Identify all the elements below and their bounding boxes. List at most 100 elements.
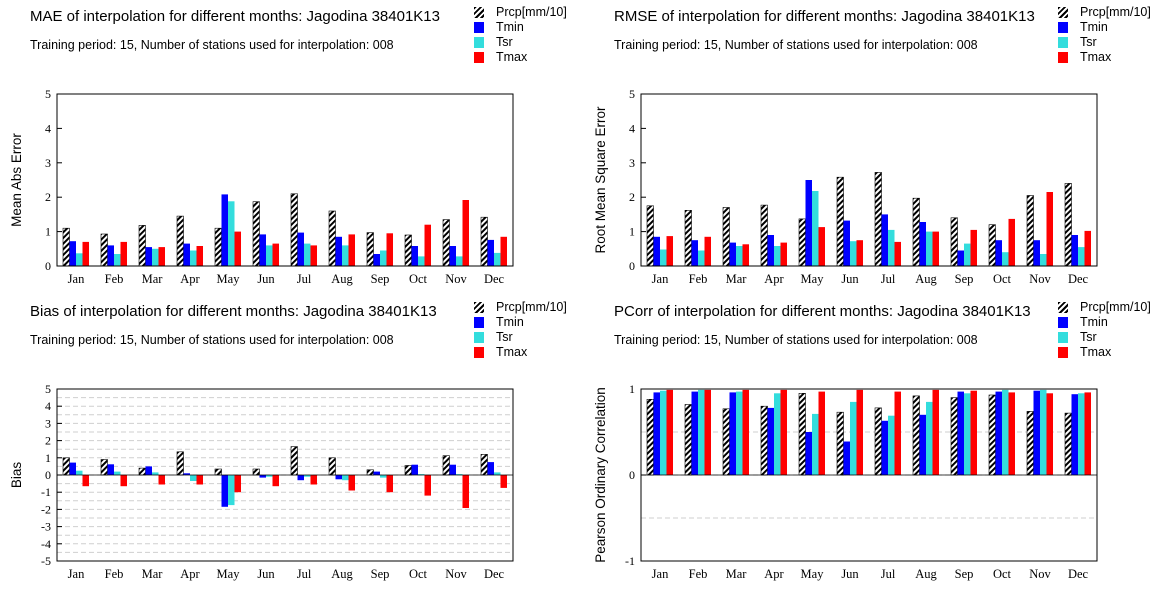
legend-swatch-prcp bbox=[1058, 7, 1068, 18]
legend-swatch-tsr bbox=[474, 332, 484, 343]
bar-tmax bbox=[1046, 393, 1053, 475]
bar-tmax bbox=[856, 240, 863, 266]
legend-item-tmax: Tmax bbox=[474, 345, 567, 360]
bar-prcp bbox=[252, 201, 260, 267]
bar-tsr bbox=[1078, 393, 1085, 475]
bar-prcp bbox=[176, 215, 184, 267]
bar-tmax bbox=[856, 389, 863, 475]
bar-tmax bbox=[196, 475, 203, 485]
bar-tsr bbox=[812, 191, 819, 266]
bar-tmin bbox=[767, 235, 774, 266]
bar-tmin bbox=[805, 180, 812, 266]
bar-prcp bbox=[874, 172, 882, 267]
bar-tmax bbox=[1084, 230, 1091, 266]
bar-tmin bbox=[653, 236, 660, 266]
bar-tmin bbox=[183, 243, 190, 266]
legend-label: Tmax bbox=[1080, 50, 1112, 64]
x-tick-label: Nov bbox=[1029, 567, 1051, 581]
y-tick-label: 5 bbox=[45, 382, 51, 396]
pcorr-chart-plot: -1 0 1 Pearson Ordinary Correlation Jan Feb Ma… bbox=[593, 382, 1098, 581]
bar-tmin bbox=[145, 466, 152, 475]
bar-prcp bbox=[646, 399, 654, 476]
chart-legend: Prcp[mm/10] Tmin Tsr Tmax bbox=[474, 300, 567, 360]
x-tick-label: Oct bbox=[993, 567, 1012, 581]
bar-tmax bbox=[462, 200, 469, 266]
x-tick-label: Sep bbox=[371, 567, 390, 581]
bar-tmin bbox=[411, 246, 418, 266]
mae-chart-panel: 0 1 2 3 4 5 Mean Abs Error Jan Feb Mar Apr May Jun Ju… bbox=[0, 0, 583, 294]
x-tick-label: Mar bbox=[726, 272, 748, 286]
bar-tmax bbox=[272, 475, 279, 487]
bar-prcp bbox=[684, 210, 692, 267]
bar-tmax bbox=[894, 391, 901, 475]
legend-swatch-tmin bbox=[1058, 317, 1068, 328]
bar-tsr bbox=[888, 415, 895, 475]
bar-prcp bbox=[252, 468, 260, 476]
y-tick-label: 0 bbox=[45, 259, 51, 273]
bar-tsr bbox=[850, 401, 857, 475]
chart-legend: Prcp[mm/10] Tmin Tsr Tmax bbox=[474, 5, 567, 65]
x-tick-label: Dec bbox=[484, 567, 505, 581]
legend-item-tmin: Tmin bbox=[1058, 315, 1151, 330]
legend-label: Tsr bbox=[1080, 35, 1097, 49]
y-tick-label: 3 bbox=[45, 156, 51, 170]
bar-prcp bbox=[950, 397, 958, 476]
bar-tmax bbox=[818, 391, 825, 475]
legend-swatch-prcp bbox=[474, 302, 484, 313]
legend-swatch-tsr bbox=[1058, 332, 1068, 343]
bar-tmin bbox=[107, 245, 114, 266]
bar-tmin bbox=[957, 391, 964, 475]
legend-swatch-tmax bbox=[474, 52, 484, 63]
bar-tmin bbox=[373, 254, 380, 266]
x-tick-label: Feb bbox=[105, 272, 124, 286]
plot-frame bbox=[640, 388, 1098, 562]
bar-tmin bbox=[335, 236, 342, 266]
bar-tmax bbox=[82, 475, 89, 487]
bar-tsr bbox=[1002, 252, 1009, 266]
pcorr-chart-panel: -1 0 1 Pearson Ordinary Correlation Jan Feb Ma… bbox=[584, 295, 1167, 589]
x-tick-label: Dec bbox=[1068, 567, 1089, 581]
bar-tmax bbox=[386, 233, 393, 266]
x-tick-label: Mar bbox=[142, 272, 164, 286]
bar-prcp bbox=[1064, 183, 1072, 267]
bar-prcp bbox=[1064, 412, 1072, 476]
bar-tmax bbox=[158, 247, 165, 266]
x-tick-label: Jul bbox=[297, 272, 312, 286]
legend-item-prcp: Prcp[mm/10] bbox=[1058, 300, 1151, 315]
legend-item-prcp: Prcp[mm/10] bbox=[474, 300, 567, 315]
rmse-chart-plot: 0 1 2 3 4 5 Root Mean Square Error Jan Feb Mar Apr… bbox=[593, 87, 1098, 286]
legend-swatch-tmin bbox=[474, 22, 484, 33]
bar-tmin bbox=[995, 391, 1002, 475]
bar-prcp bbox=[836, 411, 844, 476]
bar-tmin bbox=[259, 234, 266, 266]
bar-tmax bbox=[666, 236, 673, 266]
bar-tmax bbox=[272, 243, 279, 266]
bar-tmin bbox=[729, 242, 736, 266]
bar-tsr bbox=[1078, 247, 1085, 266]
bar-tsr bbox=[698, 250, 705, 266]
x-tick-label: Dec bbox=[484, 272, 505, 286]
x-tick-label: May bbox=[801, 567, 825, 581]
y-tick-label: 2 bbox=[45, 190, 51, 204]
x-tick-label: Oct bbox=[993, 272, 1012, 286]
bar-tmax bbox=[1084, 392, 1091, 475]
legend-label: Prcp[mm/10] bbox=[1080, 5, 1151, 19]
bar-prcp bbox=[138, 467, 146, 476]
legend-label: Tmax bbox=[496, 50, 528, 64]
plot-frame bbox=[56, 93, 514, 267]
x-tick-label: Mar bbox=[142, 567, 164, 581]
bar-tmin bbox=[259, 475, 266, 478]
x-tick-label: Jul bbox=[881, 272, 896, 286]
bar-tsr bbox=[964, 393, 971, 475]
bar-tmin bbox=[487, 239, 494, 266]
bar-tmax bbox=[424, 224, 431, 266]
bar-tmin bbox=[297, 475, 304, 481]
bar-prcp bbox=[836, 176, 844, 267]
bar-tmin bbox=[919, 222, 926, 266]
bar-tsr bbox=[456, 256, 463, 266]
bar-tmin bbox=[221, 475, 228, 507]
x-tick-label: Apr bbox=[180, 567, 200, 581]
bar-tsr bbox=[494, 472, 501, 475]
chart-subtitle: Training period: 15, Number of stations … bbox=[614, 333, 978, 347]
y-tick-label: -4 bbox=[41, 537, 51, 551]
